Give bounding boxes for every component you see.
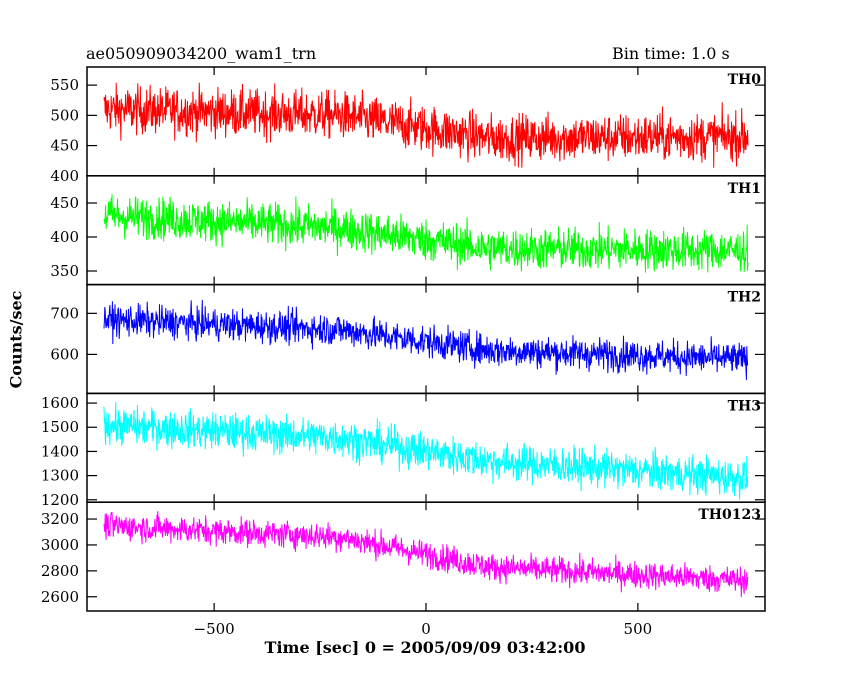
x-axis-label: Time [sec] 0 = 2005/09/09 03:42:00 xyxy=(264,638,586,657)
y-tick-label: 3200 xyxy=(41,510,79,528)
panel-label-th2: TH2 xyxy=(728,290,761,306)
bin-time-label: Bin time: 1.0 s xyxy=(612,44,730,63)
y-tick-label: 2800 xyxy=(41,562,79,580)
y-tick-label: 1600 xyxy=(41,394,79,412)
y-tick-label: 450 xyxy=(50,194,79,212)
y-tick-label: 400 xyxy=(50,228,79,246)
series-line-th2 xyxy=(103,299,749,381)
y-tick-label: 700 xyxy=(50,304,79,322)
x-tick-label: −500 xyxy=(194,620,235,638)
series-line-th0 xyxy=(103,82,749,168)
chart-title: ae050909034200_wam1_trn xyxy=(86,44,317,63)
y-tick-label: 1400 xyxy=(41,442,79,460)
y-tick-label: 3000 xyxy=(41,536,79,554)
y-tick-label: 1300 xyxy=(41,467,79,485)
x-tick-label: 500 xyxy=(624,620,653,638)
panel-label-th3: TH3 xyxy=(728,398,761,414)
y-tick-label: 350 xyxy=(50,262,79,280)
y-tick-label: 1500 xyxy=(41,418,79,436)
panel-label-th0: TH0 xyxy=(728,72,762,88)
y-tick-label: 550 xyxy=(50,76,79,94)
y-tick-label: 1200 xyxy=(41,491,79,509)
series-line-th3 xyxy=(103,402,749,500)
y-tick-label: 500 xyxy=(50,106,79,124)
y-tick-label: 600 xyxy=(50,345,79,363)
panel-label-th1: TH1 xyxy=(728,181,761,197)
panel-label-th0123: TH0123 xyxy=(698,507,761,523)
y-tick-label: 400 xyxy=(50,167,79,185)
series-line-th0123 xyxy=(103,511,749,598)
y-tick-label: 2600 xyxy=(41,588,79,606)
series-line-th1 xyxy=(103,194,749,273)
y-tick-label: 450 xyxy=(50,137,79,155)
x-tick-label: 0 xyxy=(421,620,431,638)
y-axis-label: Counts/sec xyxy=(6,290,26,389)
